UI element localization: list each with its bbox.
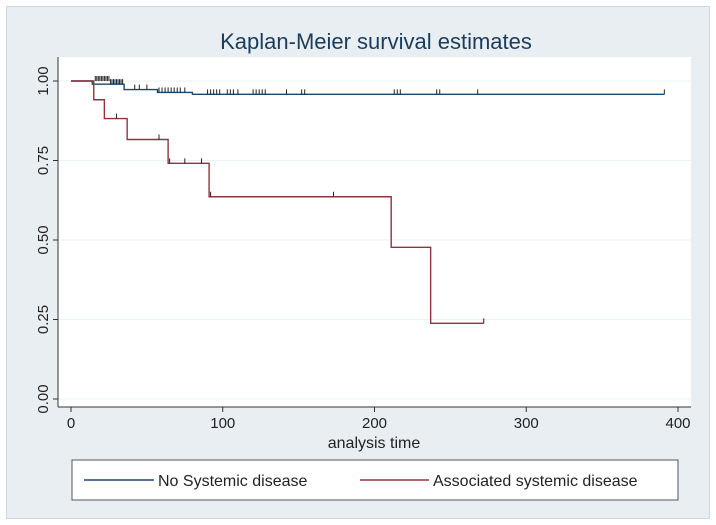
y-tick-label: 1.00: [35, 66, 52, 95]
survival-line-series-0: [71, 80, 665, 96]
kaplan-meier-chart: Kaplan-Meier survival estimates 0.00 0.25…: [35, 29, 691, 501]
y-tick-label: 0.25: [35, 305, 52, 334]
x-tick-label: 200: [362, 415, 387, 432]
x-tick-label: 100: [210, 415, 235, 432]
gridlines: [58, 80, 691, 400]
y-tick-label: 0.75: [35, 146, 52, 175]
survival-line-series-1: [71, 80, 484, 325]
legend-label-associated-systemic: Associated systemic disease: [433, 473, 638, 490]
y-tick-label: 0.00: [35, 384, 52, 413]
legend-label-no-systemic: No Systemic disease: [158, 473, 307, 490]
chart-frame: Kaplan-Meier survival estimates 0.00 0.25…: [6, 6, 710, 519]
x-tick-label: 400: [665, 415, 690, 432]
x-axis-title: analysis time: [328, 435, 421, 452]
y-tick-label: 0.50: [35, 225, 52, 254]
x-tick-label: 300: [514, 415, 539, 432]
axes: 0.00 0.25 0.50 0.75 1.00 0 100 200 300 400: [35, 57, 691, 432]
plot-area: [58, 57, 691, 407]
legend: No Systemic disease Associated systemic …: [71, 459, 679, 501]
series-layer: [71, 76, 665, 325]
x-tick-label: 0: [67, 415, 75, 432]
chart-title: Kaplan-Meier survival estimates: [220, 29, 532, 54]
